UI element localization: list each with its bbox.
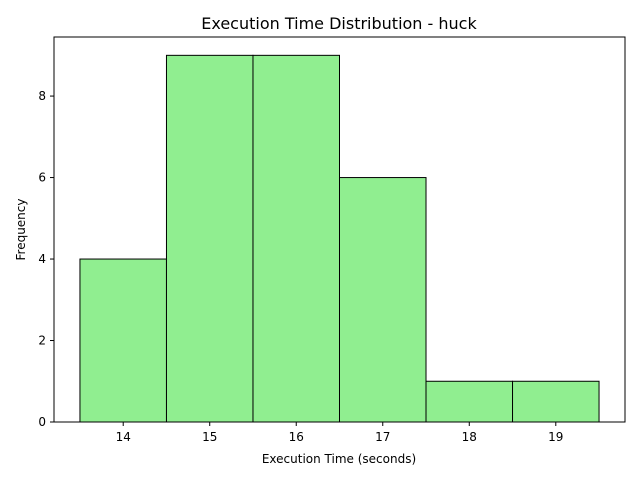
chart-title: Execution Time Distribution - huck (201, 14, 477, 33)
y-tick-label-3: 6 (38, 171, 46, 185)
y-tick-label-4: 8 (38, 89, 46, 103)
x-tick-label-3: 17 (375, 430, 390, 444)
y-tick-label-2: 4 (38, 252, 46, 266)
x-tick-label-1: 15 (202, 430, 217, 444)
x-axis-label: Execution Time (seconds) (262, 452, 416, 466)
x-tick-label-2: 16 (289, 430, 304, 444)
y-tick-label-1: 2 (38, 334, 46, 348)
bars-group (79, 54, 600, 423)
histogram-bar-0 (79, 258, 167, 423)
y-tick-label-0: 0 (38, 415, 46, 429)
histogram-bar-1 (165, 54, 254, 423)
plot-frame (53, 36, 626, 423)
x-tick-label-4: 18 (462, 430, 477, 444)
y-axis-label: Frequency (14, 199, 28, 261)
histogram-bar-5 (512, 380, 600, 423)
x-tick-label-5: 19 (548, 430, 563, 444)
x-axis-ticks: 14 15 16 17 18 19 (116, 422, 563, 444)
histogram-bar-4 (425, 380, 514, 423)
histogram-bar-3 (339, 177, 427, 423)
histogram-bar-2 (252, 54, 340, 423)
x-tick-label-0: 14 (116, 430, 131, 444)
y-axis-ticks: 0 2 4 6 8 (38, 89, 54, 429)
